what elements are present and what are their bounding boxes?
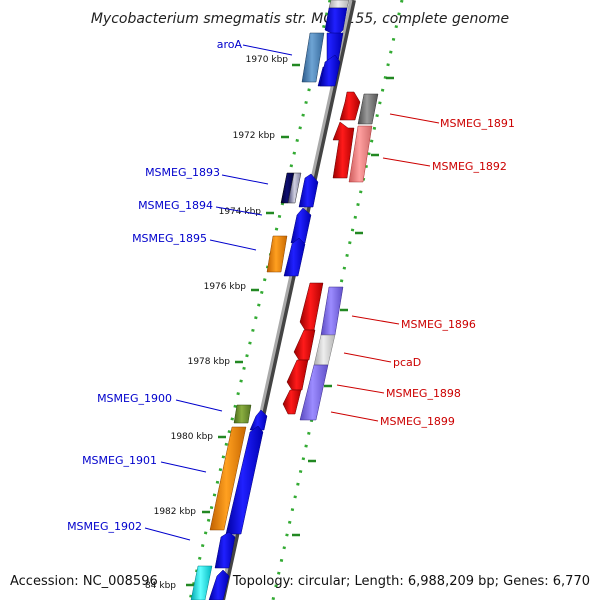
gene-block-pcaD-lightgrey[interactable] (313, 334, 336, 366)
gene-arrow-MSMEG_1895[interactable] (283, 237, 306, 277)
tick-label: 84 kbp (145, 581, 176, 591)
label-lines-forward (330, 113, 440, 422)
gene-arrow-MSMEG_1894[interactable] (290, 207, 312, 244)
tick-marks (186, 63, 394, 587)
gene-block-bottom-cyan (190, 565, 213, 600)
gene-block-top-grey (328, 0, 350, 9)
gene-label-MSMEG_1900[interactable]: MSMEG_1900 (97, 392, 172, 405)
gene-arrow-MSMEG_1891[interactable] (339, 91, 361, 121)
gene-arrow-aroA[interactable] (319, 54, 341, 87)
gene-label-MSMEG_1896[interactable]: MSMEG_1896 (401, 318, 476, 331)
label-lines-reverse (144, 44, 293, 541)
accession-text: Accession: NC_008596 (10, 574, 158, 589)
tick-label: 1970 kbp (246, 55, 289, 65)
gene-block-MSMEG_1895-orange[interactable] (266, 235, 288, 273)
gene-label-MSMEG_1891[interactable]: MSMEG_1891 (440, 117, 515, 130)
tick-label: 1982 kbp (154, 507, 197, 517)
gene-arrow-MSMEG_1902[interactable] (214, 531, 236, 569)
gene-block-MSMEG_1893-fade[interactable] (287, 172, 302, 204)
tick-label: 1980 kbp (171, 432, 214, 442)
gene-labels-forward: MSMEG_1891 MSMEG_1892 MSMEG_1896 pcaD MS… (380, 117, 515, 428)
tick-labels: 1970 kbp 1972 kbp 1974 kbp 1976 kbp 1978… (145, 55, 288, 591)
map-title: Mycobacterium smegmatis str. MC2 155, co… (91, 11, 509, 27)
gene-label-MSMEG_1899[interactable]: MSMEG_1899 (380, 415, 455, 428)
gene-block-MSMEG_1898-slate[interactable] (299, 364, 329, 421)
tick-label: 1974 kbp (219, 207, 262, 217)
gene-arrow-MSMEG_1892[interactable] (332, 121, 355, 179)
gene-label-MSMEG_1898[interactable]: MSMEG_1898 (386, 387, 461, 400)
gene-label-MSMEG_1902[interactable]: MSMEG_1902 (67, 520, 142, 533)
gene-block-aroA-steelblue[interactable] (301, 32, 325, 83)
gene-label-aroA[interactable]: aroA (217, 38, 243, 51)
gene-label-MSMEG_1901[interactable]: MSMEG_1901 (82, 454, 157, 467)
gene-label-MSMEG_1895[interactable]: MSMEG_1895 (132, 232, 207, 245)
gene-label-MSMEG_1894[interactable]: MSMEG_1894 (138, 199, 213, 212)
gene-label-pcaD[interactable]: pcaD (393, 356, 421, 369)
gene-arrow-pcaD[interactable] (293, 329, 316, 361)
gene-arrow-MSMEG_1893[interactable] (298, 173, 319, 208)
gene-arrow-MSMEG_1896[interactable] (299, 282, 324, 331)
tick-label: 1978 kbp (188, 357, 231, 367)
gene-arrow-MSMEG_1898[interactable] (286, 359, 309, 391)
gene-label-MSMEG_1893[interactable]: MSMEG_1893 (145, 166, 220, 179)
gene-block-MSMEG_1891-grey[interactable] (357, 93, 379, 125)
gene-arrow-MSMEG_1901[interactable] (225, 425, 264, 535)
gene-block-MSMEG_1900-olive[interactable] (233, 404, 252, 424)
gene-block-MSMEG_1896-slate[interactable] (320, 286, 344, 336)
gene-arrow-MSMEG_1899[interactable] (282, 389, 302, 415)
gene-arrow-MSMEG_1900[interactable] (249, 409, 268, 431)
gene-block-MSMEG_1901-orange[interactable] (209, 426, 247, 531)
topology-summary-text: Topology: circular; Length: 6,988,209 bp… (232, 574, 590, 589)
gene-label-MSMEG_1892[interactable]: MSMEG_1892 (432, 160, 507, 173)
gene-labels-reverse: aroA MSMEG_1893 MSMEG_1894 MSMEG_1895 MS… (67, 38, 242, 533)
tick-label: 1976 kbp (204, 282, 247, 292)
gene-block-MSMEG_1892-pink[interactable] (348, 125, 373, 183)
tick-label: 1972 kbp (233, 131, 276, 141)
gene-arrow-bottom (208, 569, 230, 600)
